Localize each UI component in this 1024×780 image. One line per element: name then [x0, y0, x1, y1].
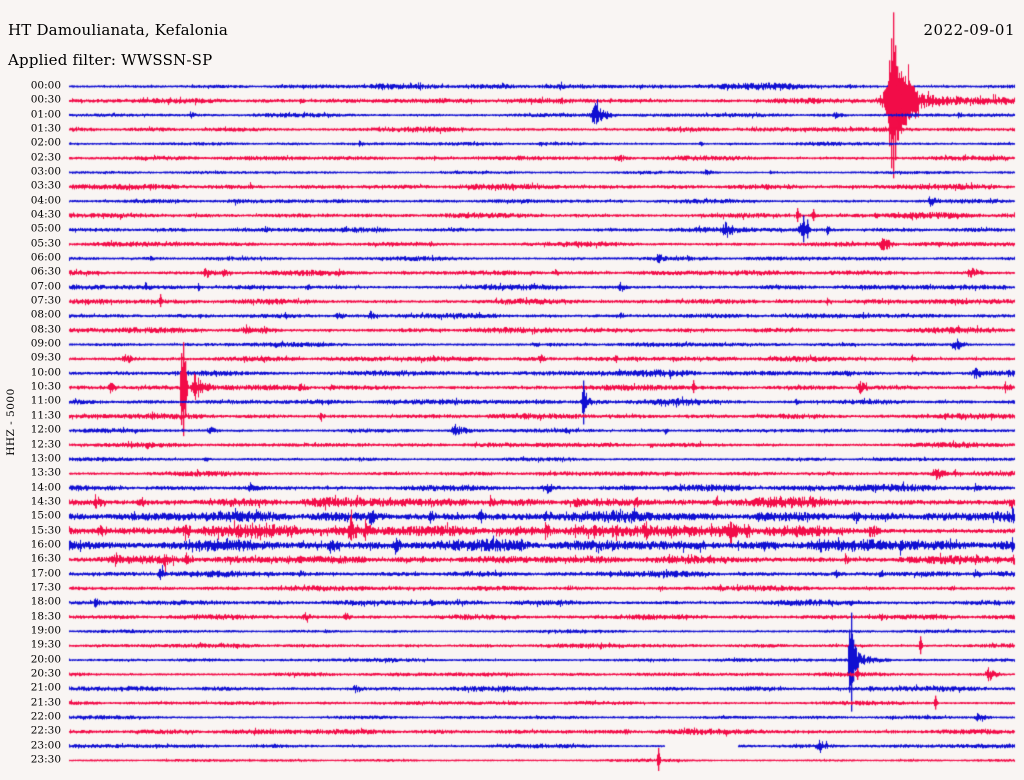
trace-time-label: 10:30	[30, 380, 61, 393]
trace-time-label: 23:30	[30, 753, 61, 766]
trace-time-label: 00:00	[30, 79, 61, 92]
trace-time-label: 03:30	[30, 179, 61, 192]
trace-time-label: 07:30	[30, 294, 61, 307]
trace-time-label: 20:30	[30, 667, 61, 680]
trace-time-label: 08:30	[30, 323, 61, 336]
trace-time-label: 09:30	[30, 351, 61, 364]
trace-time-label: 16:30	[30, 552, 61, 565]
trace-time-label: 01:30	[30, 122, 61, 135]
trace-time-label: 23:00	[30, 739, 61, 752]
trace-time-label: 18:00	[30, 595, 61, 608]
trace-time-label: 05:30	[30, 237, 61, 250]
trace-time-label: 11:30	[30, 409, 61, 422]
trace-time-label: 11:00	[30, 394, 61, 407]
trace-time-label: 13:30	[30, 466, 61, 479]
trace-time-label: 21:30	[30, 696, 61, 709]
trace-time-label: 19:00	[30, 624, 61, 637]
trace-time-label: 05:00	[30, 222, 61, 235]
trace-time-label: 13:00	[30, 452, 61, 465]
trace-time-label: 07:00	[30, 280, 61, 293]
trace-time-label: 09:00	[30, 337, 61, 350]
trace-time-label: 22:00	[30, 710, 61, 723]
trace-time-label: 00:30	[30, 93, 61, 106]
trace-time-label: 17:00	[30, 566, 61, 579]
trace-time-label: 01:00	[30, 108, 61, 121]
trace-time-label: 19:30	[30, 638, 61, 651]
trace-time-label: 20:00	[30, 652, 61, 665]
trace-time-label: 02:00	[30, 136, 61, 149]
trace-time-label: 15:30	[30, 523, 61, 536]
trace-time-label: 21:00	[30, 681, 61, 694]
trace-time-label: 03:00	[30, 165, 61, 178]
trace-time-label: 15:00	[30, 509, 61, 522]
trace-time-label: 06:30	[30, 265, 61, 278]
trace-time-label: 10:00	[30, 366, 61, 379]
trace-time-label: 16:00	[30, 538, 61, 551]
trace-time-label: 14:30	[30, 495, 61, 508]
trace-time-label: 08:00	[30, 308, 61, 321]
trace-time-label: 12:00	[30, 423, 61, 436]
trace-time-label: 14:00	[30, 480, 61, 493]
trace-time-label: 22:30	[30, 724, 61, 737]
trace-time-label: 17:30	[30, 581, 61, 594]
trace-time-label: 04:30	[30, 208, 61, 221]
trace-time-label: 18:30	[30, 609, 61, 622]
trace-time-label: 12:30	[30, 437, 61, 450]
trace-time-label: 02:30	[30, 151, 61, 164]
trace-time-label: 04:00	[30, 194, 61, 207]
trace-time-label: 06:00	[30, 251, 61, 264]
